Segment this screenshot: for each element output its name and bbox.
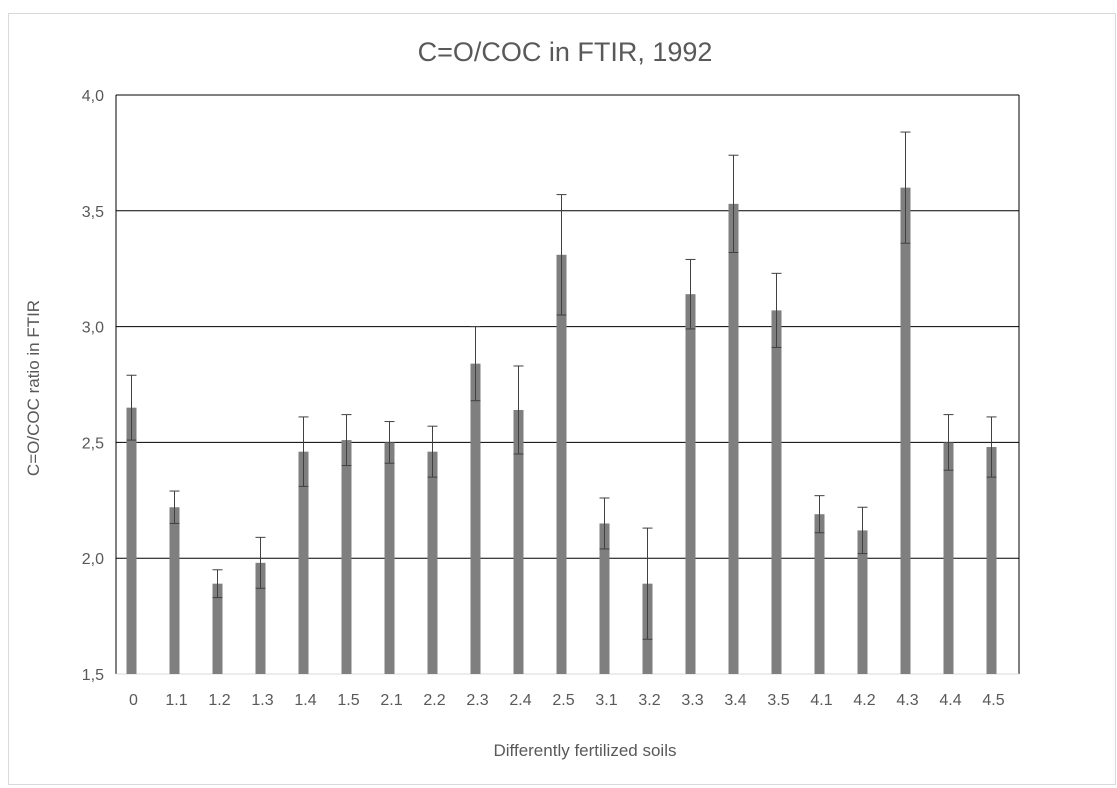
bar <box>126 407 137 674</box>
chart-frame: C=O/COC in FTIR, 1992 1,5 2,0 2,5 3,0 3,5 4,0… <box>8 13 1116 785</box>
bar <box>986 447 997 674</box>
x-axis-ticks: 0 1.1 1.2 1.3 1.4 1.5 2.1 2.2 2.3 2.4 2.5 3.1 3.2 3.3… <box>129 692 1005 709</box>
y-tick-label: 2,5 <box>82 435 104 452</box>
y-axis-label: C=O/COC ratio in FTIR <box>24 300 43 476</box>
bar <box>771 310 782 674</box>
bar <box>255 562 266 674</box>
x-axis-label: Differently fertilized soils <box>494 741 677 760</box>
x-tick-label: 1.2 <box>208 692 230 709</box>
x-tick-label: 1.1 <box>165 692 187 709</box>
x-tick-label: 4.3 <box>896 692 918 709</box>
error-bars <box>126 131 997 640</box>
bar <box>599 523 610 674</box>
bar <box>900 187 911 674</box>
bar <box>556 254 567 674</box>
bar <box>814 514 825 674</box>
x-tick-label: 2.2 <box>423 692 445 709</box>
grid-lines <box>115 94 1020 675</box>
bar <box>427 451 438 674</box>
bars <box>126 187 997 675</box>
bar <box>728 203 739 675</box>
bar <box>470 363 481 674</box>
x-tick-label: 4.4 <box>939 692 961 709</box>
y-tick-label: 3,0 <box>82 320 104 337</box>
x-tick-label: 3.4 <box>724 692 746 709</box>
x-tick-label: 2.5 <box>552 692 574 709</box>
bar <box>943 442 954 674</box>
x-tick-label: 1.3 <box>251 692 273 709</box>
bar <box>384 442 395 674</box>
bar <box>857 530 868 674</box>
x-tick-label: 1.4 <box>294 692 316 709</box>
bar <box>685 294 696 674</box>
x-tick-label: 3.5 <box>767 692 789 709</box>
y-tick-label: 3,5 <box>82 204 104 221</box>
y-tick-label: 1,5 <box>82 667 104 684</box>
bar <box>212 583 223 674</box>
y-axis-ticks: 1,5 2,0 2,5 3,0 3,5 4,0 <box>82 88 104 684</box>
chart-title: C=O/COC in FTIR, 1992 <box>418 37 713 67</box>
x-tick-label: 0 <box>129 692 138 709</box>
y-tick-label: 2,0 <box>82 551 104 568</box>
x-tick-label: 2.4 <box>509 692 531 709</box>
x-tick-label: 3.3 <box>681 692 703 709</box>
x-tick-label: 3.1 <box>595 692 617 709</box>
bar <box>513 409 524 674</box>
x-tick-label: 1.5 <box>337 692 359 709</box>
x-tick-label: 4.5 <box>982 692 1004 709</box>
x-tick-label: 3.2 <box>638 692 660 709</box>
x-tick-label: 2.3 <box>466 692 488 709</box>
bar-chart: C=O/COC in FTIR, 1992 1,5 2,0 2,5 3,0 3,5 4,0… <box>24 37 1020 760</box>
bar <box>169 507 180 674</box>
x-tick-label: 4.2 <box>853 692 875 709</box>
bar <box>298 451 309 674</box>
y-tick-label: 4,0 <box>82 88 104 105</box>
x-tick-label: 4.1 <box>810 692 832 709</box>
bar <box>341 440 352 674</box>
x-tick-label: 2.1 <box>380 692 402 709</box>
